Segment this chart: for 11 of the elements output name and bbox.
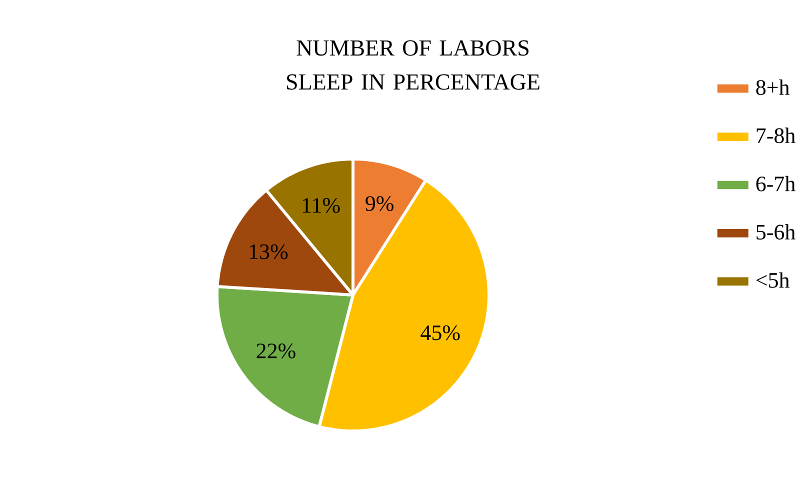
legend-label: 7-8h bbox=[756, 128, 796, 144]
data-label: 22% bbox=[256, 344, 296, 358]
legend-label: 6-7h bbox=[756, 176, 796, 192]
data-label: 9% bbox=[366, 196, 394, 212]
data-label: 13% bbox=[250, 244, 288, 260]
data-label: 11% bbox=[302, 198, 340, 213]
legend-label: 5-6h bbox=[756, 224, 796, 240]
legend-label: 8+h bbox=[756, 79, 790, 95]
data-label: 45% bbox=[420, 325, 460, 340]
chart-title: NUMBER OF LABORS SLEEP IN PERCENTAGE bbox=[287, 40, 540, 90]
legend-label: <5h bbox=[756, 272, 790, 288]
